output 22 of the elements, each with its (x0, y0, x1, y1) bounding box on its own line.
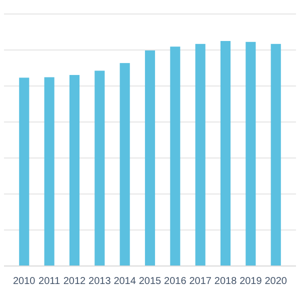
x-tick-label: 2012 (63, 276, 86, 287)
bar (69, 74, 80, 266)
x-tick-label: 2016 (164, 276, 187, 287)
x-tick-label: 2013 (88, 276, 112, 287)
bar (44, 77, 54, 266)
bar (270, 44, 281, 266)
x-tick-label: 2015 (138, 276, 162, 287)
x-tick-label: 2019 (240, 276, 262, 287)
bar (220, 41, 231, 266)
x-tick-label: 2018 (214, 276, 238, 287)
bar (195, 44, 206, 266)
bar (246, 42, 256, 266)
bar (19, 78, 30, 266)
x-tick-label: 2014 (114, 276, 136, 287)
x-tick-label: 2010 (13, 276, 36, 287)
bar (120, 63, 130, 266)
bar (94, 70, 105, 266)
bar (170, 46, 180, 266)
x-tick-label: 2017 (189, 276, 212, 287)
x-tick-label: 2011 (38, 276, 60, 287)
x-tick-label: 2020 (264, 276, 288, 287)
bar (144, 50, 156, 266)
